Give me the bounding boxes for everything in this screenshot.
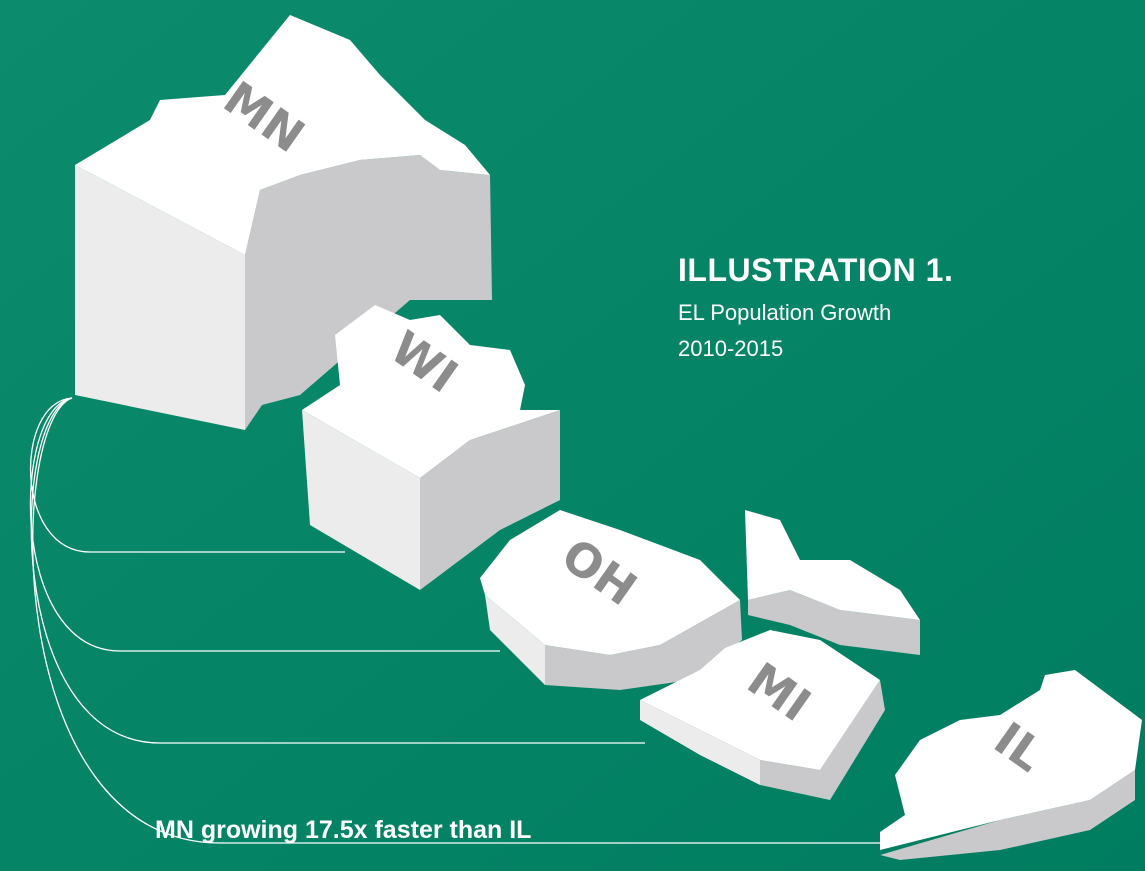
subtitle: EL Population Growth	[678, 300, 891, 325]
state-mi: MI	[640, 510, 920, 800]
face	[302, 305, 560, 478]
connector	[30, 397, 645, 744]
face	[640, 700, 760, 785]
face	[748, 590, 920, 655]
face	[420, 410, 560, 590]
state-oh: OH	[480, 510, 742, 690]
face	[880, 670, 1142, 850]
state-mn: MN	[75, 15, 492, 430]
connectors	[29, 397, 880, 844]
face	[760, 680, 885, 800]
face	[75, 165, 245, 430]
state-il: IL	[880, 670, 1142, 860]
state-wi: WI	[302, 305, 560, 590]
face	[640, 630, 880, 770]
caption: MN growing 17.5x faster than IL	[155, 816, 531, 844]
face	[880, 770, 1135, 860]
heading: ILLUSTRATION 1.	[678, 252, 953, 288]
face	[302, 410, 420, 590]
face	[545, 600, 742, 690]
face	[245, 155, 492, 430]
face	[485, 595, 545, 685]
face	[745, 510, 920, 620]
period: 2010-2015	[678, 336, 783, 361]
face	[75, 15, 490, 255]
connector	[32, 397, 880, 844]
face	[480, 510, 740, 655]
